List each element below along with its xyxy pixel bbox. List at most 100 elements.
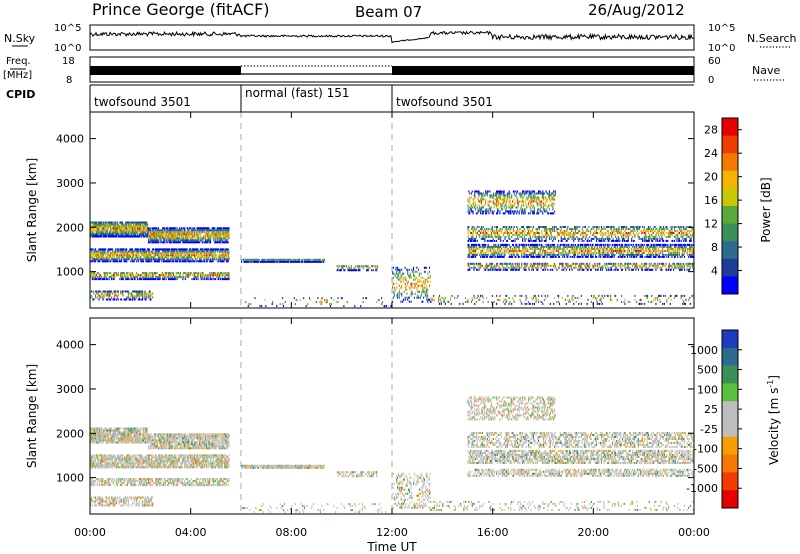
range-cell (395, 266, 397, 269)
range-cell (636, 226, 638, 228)
range-cell (220, 233, 223, 236)
range-cell (146, 260, 148, 263)
range-cell (128, 231, 130, 234)
range-cell (105, 256, 108, 259)
range-cell (155, 278, 157, 281)
range-cell (120, 252, 122, 255)
range-cell (319, 301, 321, 304)
range-cell (476, 212, 478, 215)
range-cell (223, 237, 225, 240)
range-cell (195, 260, 197, 263)
range-cell (534, 194, 536, 197)
range-cell (563, 233, 565, 236)
range-cell (174, 258, 176, 261)
range-cell (475, 212, 478, 215)
range-cell (195, 239, 197, 242)
range-cell (504, 204, 506, 207)
range-cell (272, 258, 275, 261)
range-cell (120, 272, 122, 275)
range-cell (119, 235, 121, 238)
range-cell (480, 237, 483, 240)
range-cell (565, 239, 567, 242)
range-cell (160, 248, 162, 251)
range-cell (306, 260, 308, 263)
range-cell (550, 212, 552, 215)
range-cell (477, 192, 479, 195)
range-cell (685, 228, 687, 230)
range-cell (137, 292, 139, 295)
range-cell (205, 274, 207, 277)
range-cell (193, 248, 195, 251)
range-cell (112, 223, 114, 226)
range-cell (350, 269, 353, 272)
range-cell (490, 247, 492, 250)
range-cell (220, 233, 222, 236)
range-cell (595, 235, 598, 238)
range-cell (128, 274, 130, 277)
range-cell (551, 192, 553, 195)
range-cell (481, 255, 483, 258)
range-cell (189, 231, 191, 234)
range-cell (221, 248, 223, 251)
range-cell (186, 227, 188, 230)
range-cell (99, 254, 101, 257)
range-cell (631, 237, 633, 240)
range-cell (123, 272, 125, 275)
range-cell (128, 292, 130, 295)
range-cell (100, 296, 102, 299)
range-cell (165, 235, 167, 238)
range-cell (254, 260, 256, 263)
range-cell (223, 229, 225, 232)
range-cell (115, 258, 117, 261)
range-cell (227, 227, 229, 230)
range-cell (103, 233, 105, 236)
range-cell (472, 212, 474, 215)
range-cell (550, 230, 552, 232)
range-cell (125, 298, 127, 301)
range-cell (162, 231, 164, 234)
range-cell (478, 243, 480, 246)
range-cell (91, 233, 93, 236)
range-cell (153, 256, 155, 259)
range-cell (173, 250, 176, 253)
range-cell (480, 249, 483, 252)
range-cell (134, 290, 136, 293)
range-cell (100, 292, 103, 295)
range-cell (311, 260, 313, 263)
range-cell (150, 235, 152, 238)
range-cell (500, 228, 502, 230)
range-cell (194, 229, 196, 232)
range-cell (151, 239, 153, 242)
range-cell (522, 247, 524, 250)
range-cell (264, 260, 266, 263)
range-cell (151, 231, 153, 234)
range-cell (194, 272, 197, 275)
range-cell (144, 233, 146, 236)
range-cell (168, 235, 171, 238)
range-cell (470, 251, 473, 254)
range-cell (545, 198, 547, 201)
range-cell (469, 198, 471, 201)
range-cell (127, 221, 129, 224)
range-cell (126, 229, 129, 232)
range-cell (508, 196, 510, 199)
range-cell (487, 253, 489, 256)
range-cell (263, 260, 265, 263)
range-cell (122, 278, 124, 281)
range-cell (131, 248, 134, 251)
range-cell (204, 260, 206, 263)
range-cell (513, 253, 515, 256)
range-cell (506, 247, 509, 250)
range-cell (574, 226, 577, 228)
range-cell (626, 228, 628, 230)
range-cell (175, 274, 177, 277)
range-cell (536, 232, 538, 234)
range-cell (191, 227, 193, 230)
range-cell (294, 260, 296, 263)
range-cell (228, 256, 230, 259)
range-cell (208, 235, 210, 238)
range-cell (208, 254, 210, 257)
range-cell (610, 226, 612, 228)
range-cell (496, 204, 499, 207)
range-cell (486, 210, 488, 213)
